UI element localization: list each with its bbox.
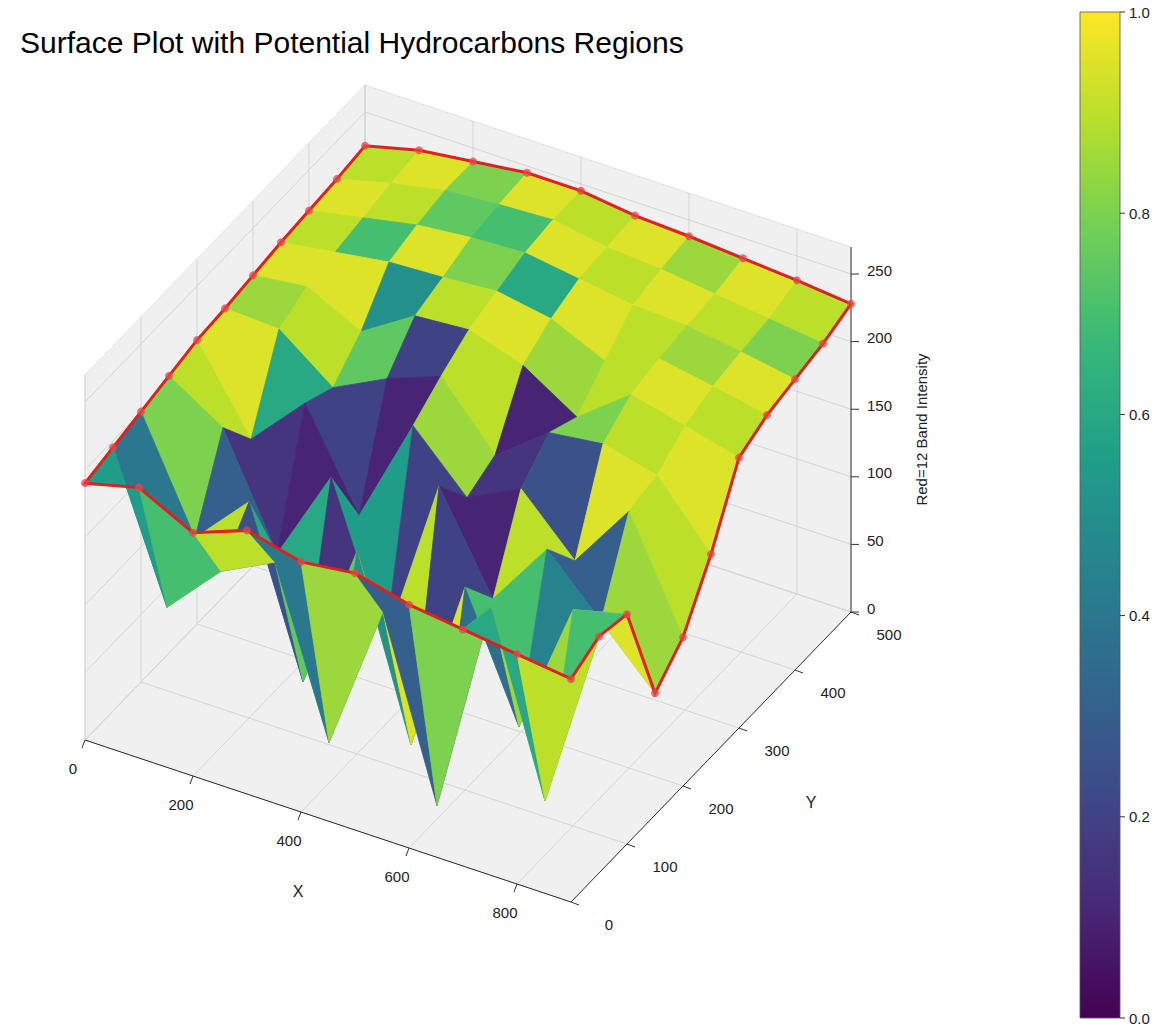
svg-text:100: 100	[652, 858, 677, 875]
svg-text:0: 0	[605, 916, 613, 933]
svg-text:200: 200	[168, 796, 193, 813]
svg-text:X: X	[293, 883, 304, 900]
svg-text:250: 250	[867, 262, 892, 279]
svg-text:0: 0	[69, 760, 77, 777]
svg-text:0.2: 0.2	[1129, 808, 1150, 825]
svg-text:100: 100	[867, 464, 892, 481]
svg-text:400: 400	[820, 684, 845, 701]
svg-text:800: 800	[492, 904, 517, 921]
svg-text:300: 300	[764, 742, 789, 759]
svg-text:Y: Y	[806, 794, 817, 811]
svg-text:500: 500	[876, 626, 901, 643]
svg-text:0.4: 0.4	[1129, 607, 1150, 624]
svg-text:200: 200	[867, 329, 892, 346]
svg-text:Red=12 Band Intensity: Red=12 Band Intensity	[913, 353, 930, 506]
svg-text:0.0: 0.0	[1129, 1010, 1150, 1027]
svg-text:Surface Plot with Potential Hy: Surface Plot with Potential Hydrocarbons…	[20, 26, 684, 59]
svg-text:0.8: 0.8	[1129, 205, 1150, 222]
svg-text:150: 150	[867, 397, 892, 414]
svg-text:600: 600	[384, 868, 409, 885]
svg-text:0.6: 0.6	[1129, 406, 1150, 423]
svg-text:0: 0	[867, 600, 875, 617]
svg-text:1.0: 1.0	[1129, 4, 1150, 21]
svg-text:50: 50	[867, 532, 884, 549]
svg-text:200: 200	[708, 800, 733, 817]
svg-text:400: 400	[276, 832, 301, 849]
